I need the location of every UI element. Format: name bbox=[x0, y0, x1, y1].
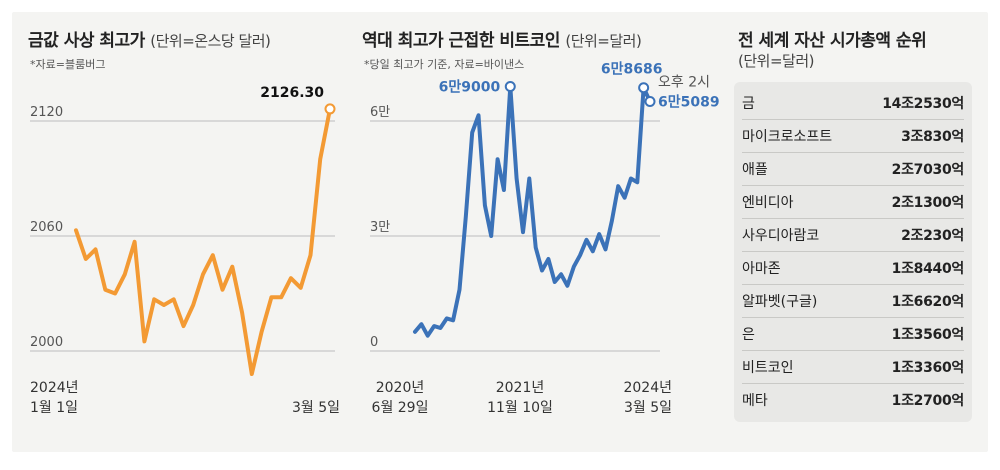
gold-title-text: 금값 사상 최고가 bbox=[28, 31, 145, 51]
rank-unit: (단위=달러) bbox=[738, 50, 814, 71]
rank-row: 메타 1조2700억 bbox=[742, 383, 964, 416]
y-tick-label: 6만 bbox=[370, 105, 390, 120]
gold-unit: (단위=온스당 달러) bbox=[150, 32, 271, 50]
market-cap: 1조8440억 bbox=[891, 260, 965, 277]
bitcoin-x2-date: 11월 10일 bbox=[487, 400, 553, 416]
market-cap: 2조1300억 bbox=[891, 194, 965, 211]
asset-name: 은 bbox=[742, 326, 755, 343]
rank-row: 사우디아람코 2조230억 bbox=[742, 218, 964, 252]
asset-name: 아마존 bbox=[742, 260, 781, 277]
asset-name: 애플 bbox=[742, 161, 768, 178]
rank-row: 아마존 1조8440억 bbox=[742, 251, 964, 285]
y-tick-label: 2000 bbox=[30, 335, 63, 350]
gold-x-start: 2024년 1월 1일 bbox=[30, 378, 79, 418]
bitcoin-x-tick-3: 2024년 3월 5일 bbox=[600, 378, 672, 418]
bitcoin-x-tick-2: 2021년 11월 10일 bbox=[475, 378, 565, 418]
asset-name: 엔비디아 bbox=[742, 194, 794, 211]
bitcoin-chart-title: 역대 최고가 근접한 비트코인 (단위=달러) bbox=[362, 26, 642, 51]
bitcoin-latest-time: 오후 2시 bbox=[658, 74, 710, 90]
bitcoin-chart: 6만 3만 0 6만9000 6만8686 6만5089 오후 2시 bbox=[370, 62, 720, 352]
asset-name: 사우디아람코 bbox=[742, 227, 820, 244]
market-cap: 1조6620억 bbox=[891, 293, 965, 310]
gold-x-end: 3월 5일 bbox=[291, 400, 340, 416]
asset-name: 메타 bbox=[742, 392, 768, 409]
rank-row: 엔비디아 2조1300억 bbox=[742, 185, 964, 219]
bitcoin-x1-date: 6월 29일 bbox=[371, 400, 429, 416]
y-tick-label: 3만 bbox=[370, 220, 390, 235]
gold-peak-label: 2126.30 bbox=[260, 85, 324, 101]
gold-x-start-date: 1월 1일 bbox=[30, 400, 79, 416]
y-tick-label: 0 bbox=[370, 335, 378, 350]
market-cap: 2조230억 bbox=[901, 227, 964, 244]
rank-row: 은 1조3560억 bbox=[742, 317, 964, 351]
gold-chart: 2120 2060 2000 2126.30 bbox=[30, 85, 336, 376]
market-cap: 14조2530억 bbox=[882, 95, 964, 112]
bitcoin-latest-label: 6만5089 bbox=[658, 94, 720, 110]
market-cap: 1조2700억 bbox=[891, 392, 965, 409]
gold-price-line bbox=[74, 106, 332, 376]
asset-name: 금 bbox=[742, 95, 755, 112]
bitcoin-unit: (단위=달러) bbox=[565, 32, 642, 50]
rank-row: 비트코인 1조3360억 bbox=[742, 350, 964, 384]
rank-row: 알파벳(구글) 1조6620억 bbox=[742, 284, 964, 318]
gold-chart-title: 금값 사상 최고가 (단위=온스당 달러) bbox=[28, 26, 271, 51]
bitcoin-price-line bbox=[413, 84, 652, 338]
asset-name: 알파벳(구글) bbox=[742, 293, 818, 310]
bitcoin-x1-year: 2020년 bbox=[375, 380, 425, 396]
market-cap: 3조830억 bbox=[901, 128, 964, 145]
y-tick-label: 2120 bbox=[30, 105, 63, 120]
bitcoin-2024-high-marker bbox=[638, 82, 650, 94]
gold-peak-marker bbox=[324, 103, 336, 115]
rank-row: 마이크로소프트 3조830억 bbox=[742, 119, 964, 153]
asset-name: 비트코인 bbox=[742, 359, 794, 376]
rank-title: 전 세계 자산 시가총액 순위 bbox=[738, 31, 927, 51]
rank-unit-text: (단위=달러) bbox=[738, 52, 814, 70]
asset-name: 마이크로소프트 bbox=[742, 128, 833, 145]
bitcoin-x3-date: 3월 5일 bbox=[623, 400, 672, 416]
y-tick-label: 2060 bbox=[30, 220, 63, 235]
market-cap: 1조3560억 bbox=[891, 326, 965, 343]
bitcoin-2021-peak-label: 6만9000 bbox=[439, 80, 501, 96]
bitcoin-x2-year: 2021년 bbox=[495, 380, 545, 396]
rank-row: 금 14조2530억 bbox=[742, 86, 964, 120]
gold-source: *자료=블룸버그 bbox=[30, 58, 106, 71]
bitcoin-2024-high-label: 6만8686 bbox=[601, 62, 663, 78]
bitcoin-latest-marker bbox=[644, 95, 656, 107]
bitcoin-title-text: 역대 최고가 근접한 비트코인 bbox=[362, 31, 560, 51]
bitcoin-x-tick-1: 2020년 6월 29일 bbox=[360, 378, 440, 418]
gold-x-start-year: 2024년 bbox=[30, 380, 79, 396]
market-cap: 2조7030억 bbox=[891, 161, 965, 178]
market-cap: 1조3360억 bbox=[891, 359, 965, 376]
bitcoin-2021-peak-marker bbox=[504, 81, 516, 92]
bitcoin-x3-year: 2024년 bbox=[623, 380, 672, 396]
bitcoin-source: *당일 최고가 기준, 자료=바이낸스 bbox=[364, 58, 525, 71]
rank-row: 애플 2조7030억 bbox=[742, 152, 964, 186]
rank-table: 금 14조2530억 마이크로소프트 3조830억 애플 2조7030억 엔비디아 2조… bbox=[734, 82, 972, 422]
